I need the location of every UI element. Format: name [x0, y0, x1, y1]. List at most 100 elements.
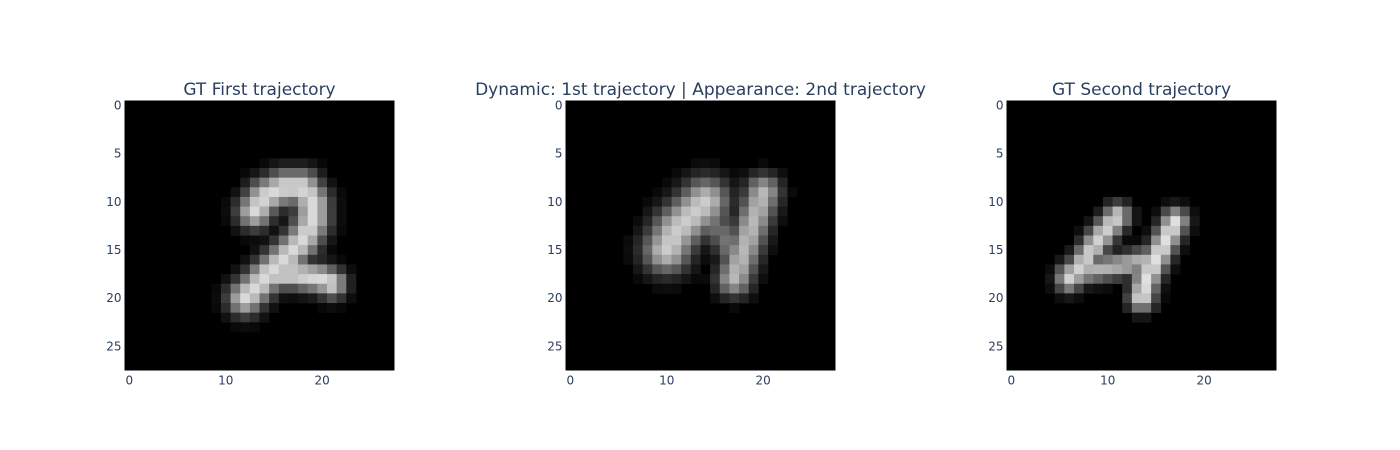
- heatmap-cell: [1064, 283, 1075, 294]
- heatmap-cell: [259, 187, 270, 198]
- y-tick-label: 5: [114, 147, 122, 161]
- heatmap-cell: [327, 177, 337, 188]
- heatmap-cell: [298, 177, 309, 188]
- heatmap-cell: [249, 196, 260, 207]
- heatmap-cell: [269, 158, 280, 169]
- heatmap-cell: [220, 283, 231, 294]
- heatmap-cell: [240, 235, 251, 246]
- heatmap-cell: [1131, 283, 1142, 294]
- heatmap-cell: [288, 206, 299, 217]
- heatmap-cell: [1093, 216, 1104, 227]
- heatmap-cell: [1131, 264, 1142, 275]
- heatmap-cell: [278, 225, 289, 236]
- heatmap-cell: [719, 293, 730, 304]
- heatmap-cell: [1131, 235, 1142, 246]
- heatmap-cell: [739, 216, 750, 227]
- heatmap-cell: [623, 235, 634, 246]
- heatmap-cell: [739, 187, 750, 198]
- heatmap-cell: [1102, 283, 1113, 294]
- heatmap-cell: [739, 293, 750, 304]
- heatmap-cell: [661, 206, 672, 217]
- heatmap-cell: [777, 187, 788, 198]
- heatmap-cell: [1141, 274, 1152, 285]
- heatmap-cell: [230, 216, 241, 227]
- heatmap-cell: [1160, 274, 1171, 285]
- heatmap-cell: [690, 264, 701, 275]
- heatmap-cell: [249, 293, 260, 304]
- heatmap-cell: [739, 168, 750, 178]
- heatmap-cell: [249, 225, 260, 236]
- heatmap-cell: [211, 303, 222, 313]
- heatmap-cell: [269, 254, 280, 265]
- heatmap-cell: [1045, 264, 1056, 275]
- heatmap-cell: [288, 235, 299, 246]
- heatmap-cell: [211, 283, 222, 294]
- y-tick-label: 15: [106, 243, 121, 257]
- heatmap-cell: [681, 274, 692, 285]
- heatmap-cell: [269, 206, 280, 217]
- heatmap-cell: [768, 187, 778, 198]
- heatmap-cell: [623, 254, 634, 265]
- heatmap-cell: [307, 206, 318, 217]
- heatmap-cell: [739, 264, 750, 275]
- heatmap-cell: [240, 254, 251, 265]
- heatmap-cell: [1180, 225, 1191, 236]
- heatmap-cell: [1170, 264, 1181, 275]
- heatmap-cell: [633, 254, 643, 265]
- heatmap-cell: [681, 168, 692, 178]
- heatmap-cell: [327, 245, 337, 256]
- heatmap-cell: [661, 274, 672, 285]
- heatmap-cell: [1151, 206, 1162, 217]
- heatmap-cell: [269, 168, 280, 178]
- heatmap-cell: [269, 264, 280, 275]
- heatmap-cell: [768, 235, 778, 246]
- heatmap-cell: [327, 196, 337, 207]
- heatmap-cell: [1151, 274, 1162, 285]
- heatmap-cell: [317, 187, 328, 198]
- heatmap-cell: [1112, 216, 1123, 227]
- heatmap-cell: [220, 274, 231, 285]
- heatmap-cell: [249, 322, 260, 333]
- heatmap-cell: [1045, 283, 1056, 294]
- heatmap-cell: [777, 168, 788, 178]
- heatmap-cell: [671, 216, 682, 227]
- heatmap-cell: [748, 216, 759, 227]
- heatmap-cell: [652, 283, 663, 294]
- y-tick-label: 25: [988, 339, 1003, 353]
- heatmap-cell: [220, 293, 231, 304]
- heatmap-cell: [249, 312, 260, 323]
- y-tick-label: 25: [106, 339, 121, 353]
- heatmap-cell: [240, 322, 251, 333]
- x-axis-ticks: 0 10 20: [126, 374, 330, 388]
- heatmap-cell: [278, 283, 289, 294]
- heatmap-cell: [1083, 274, 1094, 285]
- heatmap-cell: [259, 225, 270, 236]
- heatmap-cell: [661, 235, 672, 246]
- heatmap-cell: [1102, 254, 1113, 265]
- heatmap-cell: [652, 225, 663, 236]
- heatmap-cell: [642, 254, 653, 265]
- heatmap-cell: [710, 283, 721, 294]
- heatmap-cell: [1170, 216, 1181, 227]
- heatmap-cell: [681, 245, 692, 256]
- heatmap-cell: [710, 168, 721, 178]
- heatmap-cell: [1160, 225, 1171, 236]
- heatmap-cell: [690, 274, 701, 285]
- heatmap-cell: [710, 235, 721, 246]
- heatmap-cell: [269, 293, 280, 304]
- heatmap-cell: [230, 225, 241, 236]
- heatmap-cell: [1170, 225, 1181, 236]
- heatmap-cell: [327, 274, 337, 285]
- heatmap-cell: [307, 245, 318, 256]
- heatmap-cell: [1074, 245, 1084, 256]
- heatmap-cell: [307, 274, 318, 285]
- heatmap-cell: [710, 264, 721, 275]
- heatmap-cell: [633, 235, 643, 246]
- heatmap-cell: [278, 293, 289, 304]
- heatmap-cell: [1074, 225, 1084, 236]
- heatmap-cell: [230, 312, 241, 323]
- heatmap-cell: [758, 274, 769, 285]
- heatmap-cell: [690, 235, 701, 246]
- heatmap-cell: [249, 283, 260, 294]
- heatmap-cell: [1141, 245, 1152, 256]
